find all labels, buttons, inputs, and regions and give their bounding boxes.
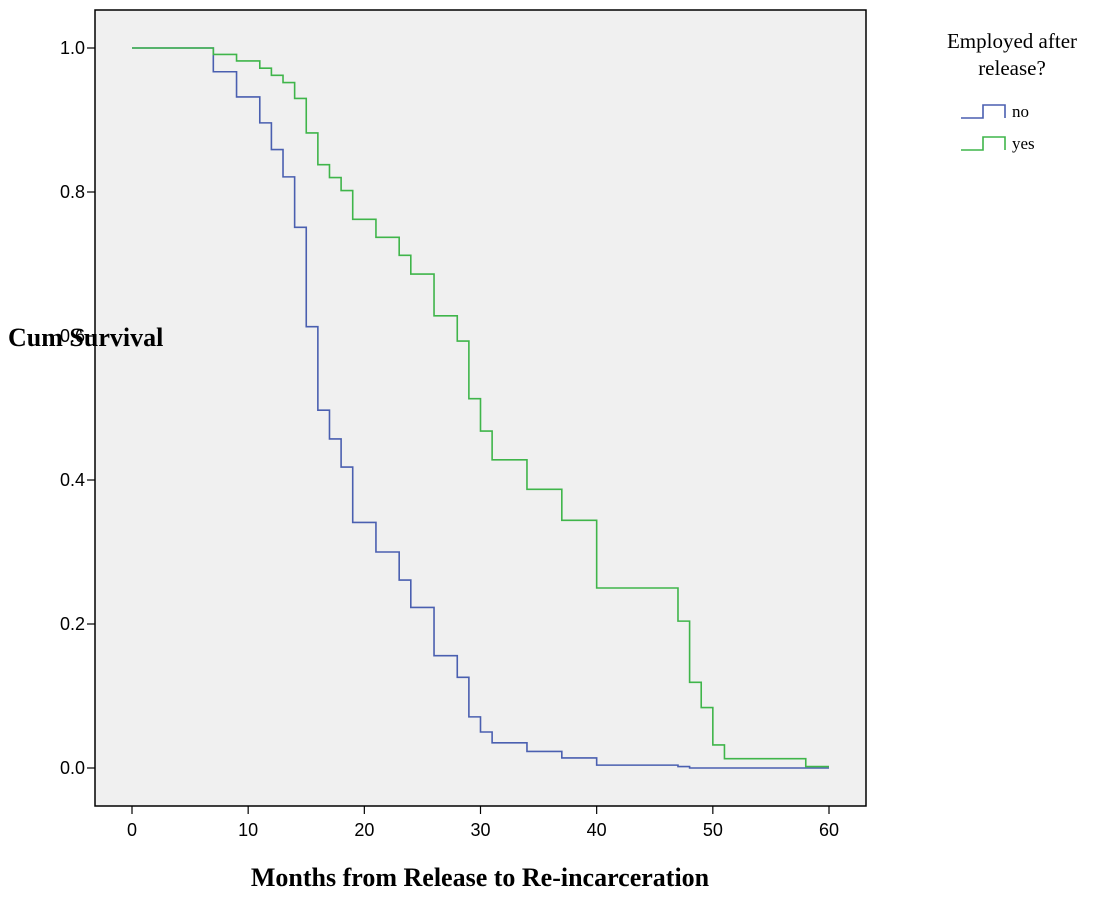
y-tick-label: 0.2 [60, 614, 85, 634]
y-tick-label: 0.8 [60, 182, 85, 202]
series-line-yes [132, 47, 829, 768]
y-axis-title: Cum Survival [8, 323, 163, 352]
y-tick-label: 0.4 [60, 470, 85, 490]
legend-swatch-no [961, 104, 1006, 119]
legend: Employed after release? no yes [947, 29, 1077, 153]
x-axis: 0 10 20 30 40 50 60 [127, 806, 839, 840]
y-tick-label: 0.6 [60, 326, 85, 346]
legend-swatch-yes [961, 136, 1006, 151]
y-tick-label: 1.0 [60, 38, 85, 58]
x-tick-label: 30 [470, 820, 490, 840]
x-tick-label: 40 [587, 820, 607, 840]
legend-items: no yes [961, 102, 1035, 153]
series-layer [132, 47, 829, 769]
x-tick-label: 10 [238, 820, 258, 840]
y-tick-label: 0.0 [60, 758, 85, 778]
y-axis: 0.0 0.2 0.4 0.6 0.8 1.0 [60, 38, 95, 778]
legend-label-no: no [1012, 102, 1029, 121]
x-tick-label: 0 [127, 820, 137, 840]
legend-title-line-2: release? [978, 56, 1046, 80]
x-tick-label: 20 [354, 820, 374, 840]
legend-title-line-1: Employed after [947, 29, 1077, 53]
series-line-no [132, 47, 829, 769]
x-tick-label: 50 [703, 820, 723, 840]
x-axis-title: Months from Release to Re-incarceration [251, 863, 710, 892]
x-tick-label: 60 [819, 820, 839, 840]
legend-label-yes: yes [1012, 134, 1035, 153]
